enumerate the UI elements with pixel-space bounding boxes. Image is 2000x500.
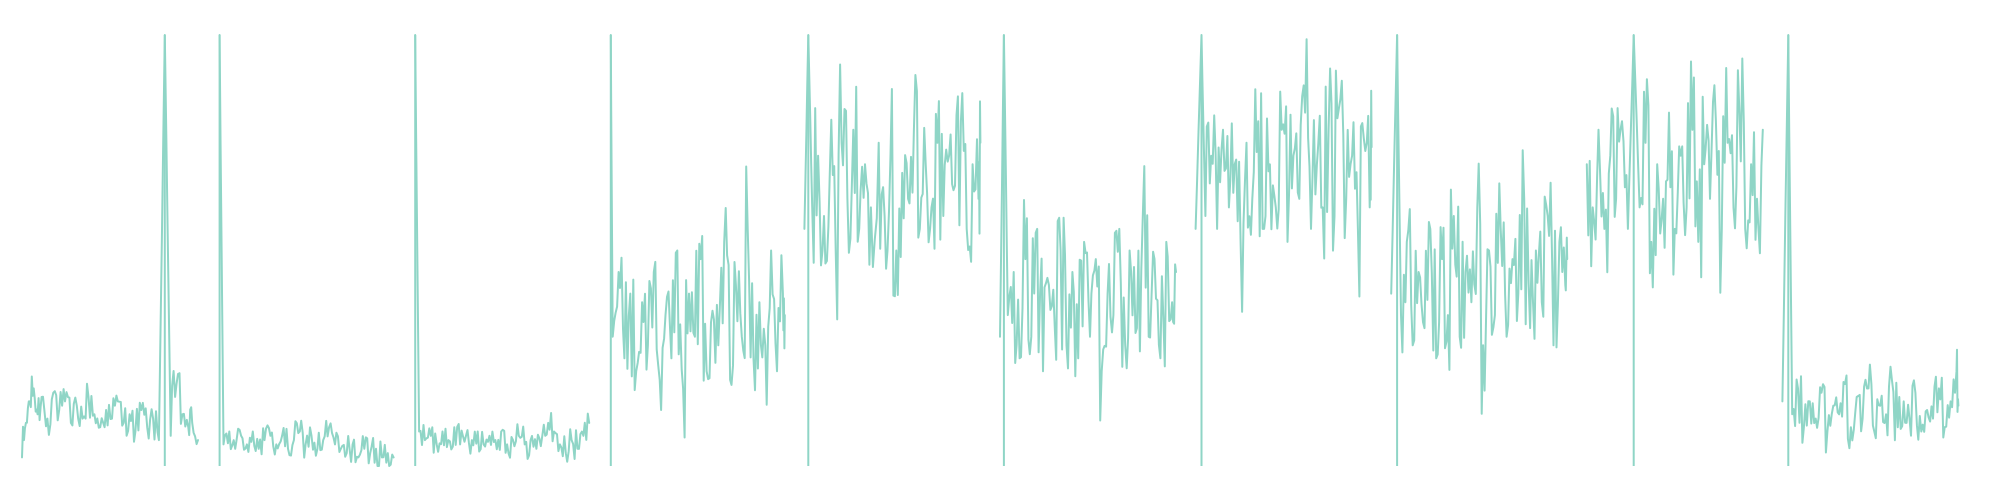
series-line-segment-1 bbox=[21, 34, 199, 459]
series-line-segment-2 bbox=[218, 34, 395, 467]
series-line-segment-9 bbox=[1585, 34, 1764, 294]
series-line-segment-8 bbox=[1390, 34, 1569, 415]
series-line-segment-3 bbox=[414, 34, 591, 463]
series-line-segment-7 bbox=[1194, 34, 1373, 313]
series-layer bbox=[21, 34, 1960, 467]
series-line-segment-6 bbox=[999, 34, 1177, 422]
series-line-segment-5 bbox=[803, 34, 982, 321]
series-line-segment-4 bbox=[609, 34, 786, 439]
series-line-segment-10 bbox=[1781, 34, 1960, 454]
